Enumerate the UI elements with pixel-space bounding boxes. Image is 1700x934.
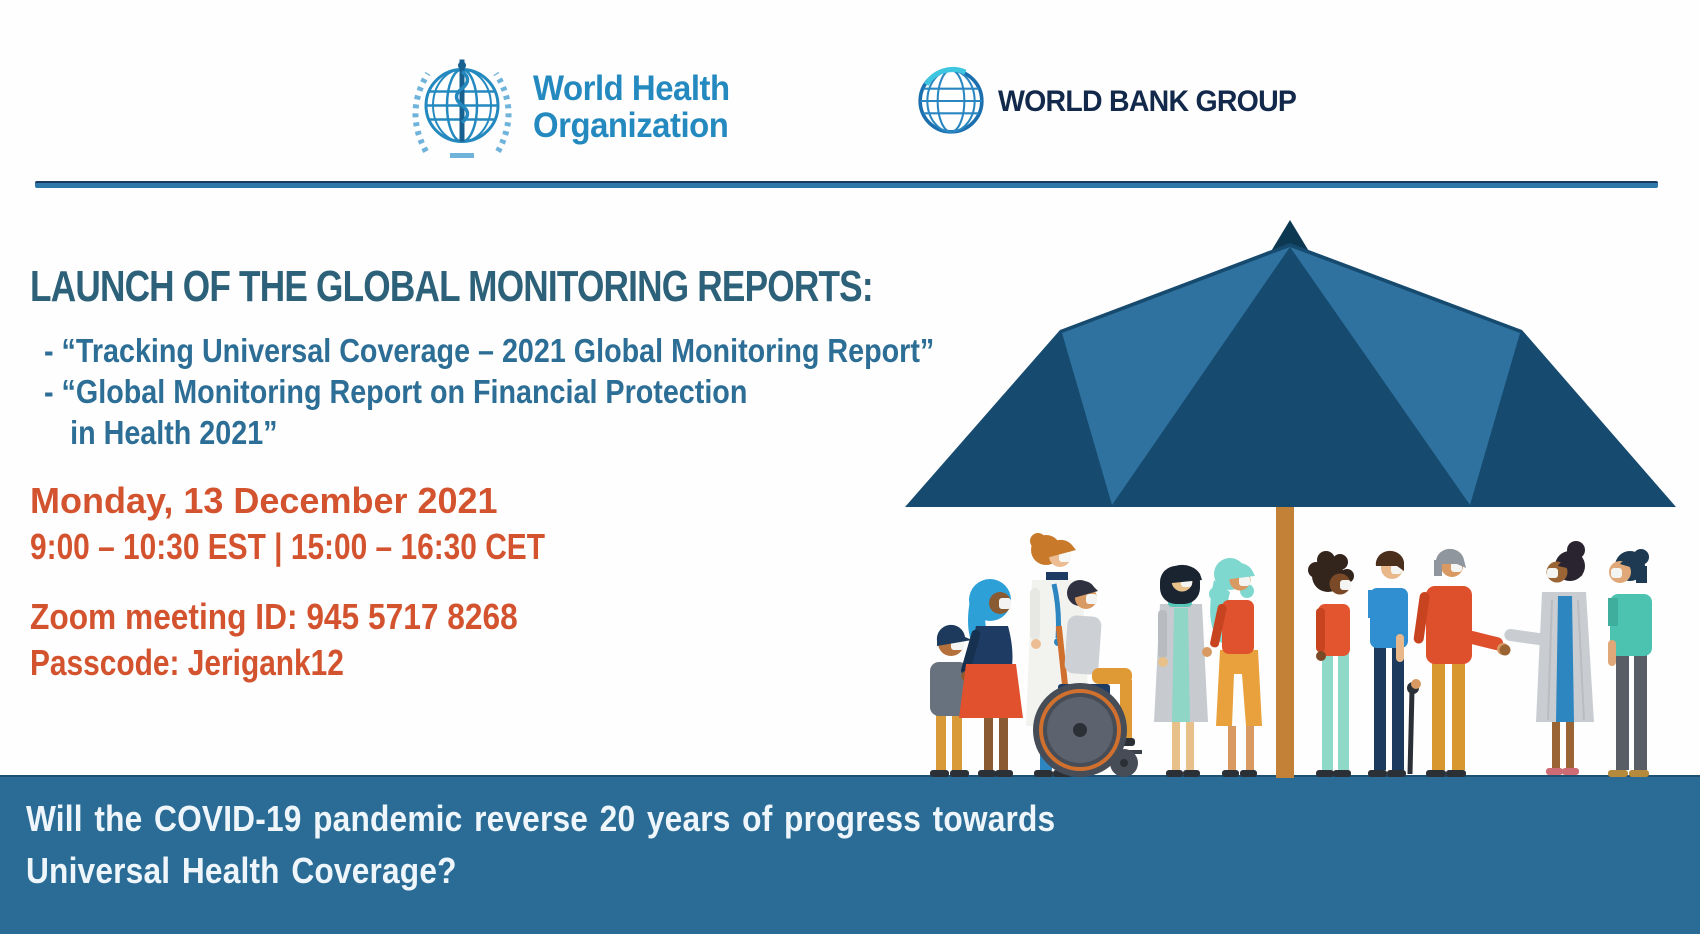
question-banner: Will the COVID-19 pandemic reverse 20 ye… [0,775,1700,934]
event-date: Monday, 13 December 2021 [30,480,498,521]
zoom-passcode: Passcode: Jerigank12 [30,642,344,683]
illustration-woman-grey-dress [1154,564,1208,777]
illustration-man-teal-shirt [1608,549,1652,777]
world-bank-globe-icon [918,66,984,134]
who-logo-text: World Health Organization [533,70,730,144]
who-line2: Organization [533,106,729,145]
banner-line1: Will the COVID-19 pandemic reverse 20 ye… [26,798,1056,839]
illustration-man-blue-shirt [1368,550,1408,777]
illustration-woman-afro [1308,551,1354,777]
report-item-2-line2: in Health 2021” [70,414,278,451]
who-logo-icon [412,59,512,158]
illustration-wheelchair-user [1033,580,1142,777]
banner-line2: Universal Health Coverage? [26,850,457,891]
illustration-elderly-man-cane [1407,548,1509,777]
report-item-1: - “Tracking Universal Coverage – 2021 Gl… [44,332,935,369]
illustration-woman-hijab [959,579,1023,777]
event-datetime: Monday, 13 December 2021 9:00 – 10:30 ES… [30,478,650,570]
zoom-meeting-info: Zoom meeting ID: 945 5717 8268 Passcode:… [30,594,584,686]
header-divider-line [35,181,1658,188]
zoom-meeting-id: Zoom meeting ID: 945 5717 8268 [30,596,518,637]
report-item-2-line1: - “Global Monitoring Report on Financial… [44,373,748,410]
world-bank-group-wordmark: WORLD BANK GROUP [998,85,1297,118]
event-title: LAUNCH OF THE GLOBAL MONITORING REPORTS: [30,262,874,311]
illustration-boy [930,624,972,777]
event-time: 9:00 – 10:30 EST | 15:00 – 16:30 CET [30,526,545,567]
illustration-doctor-woman-handshake [1499,541,1594,775]
umbrella-icon [905,220,1676,778]
who-line1: World Health [533,69,730,108]
report-list: - “Tracking Universal Coverage – 2021 Gl… [44,330,1067,453]
illustration-doctor [1026,533,1090,777]
illustration-woman-mint-hair [1202,558,1262,777]
